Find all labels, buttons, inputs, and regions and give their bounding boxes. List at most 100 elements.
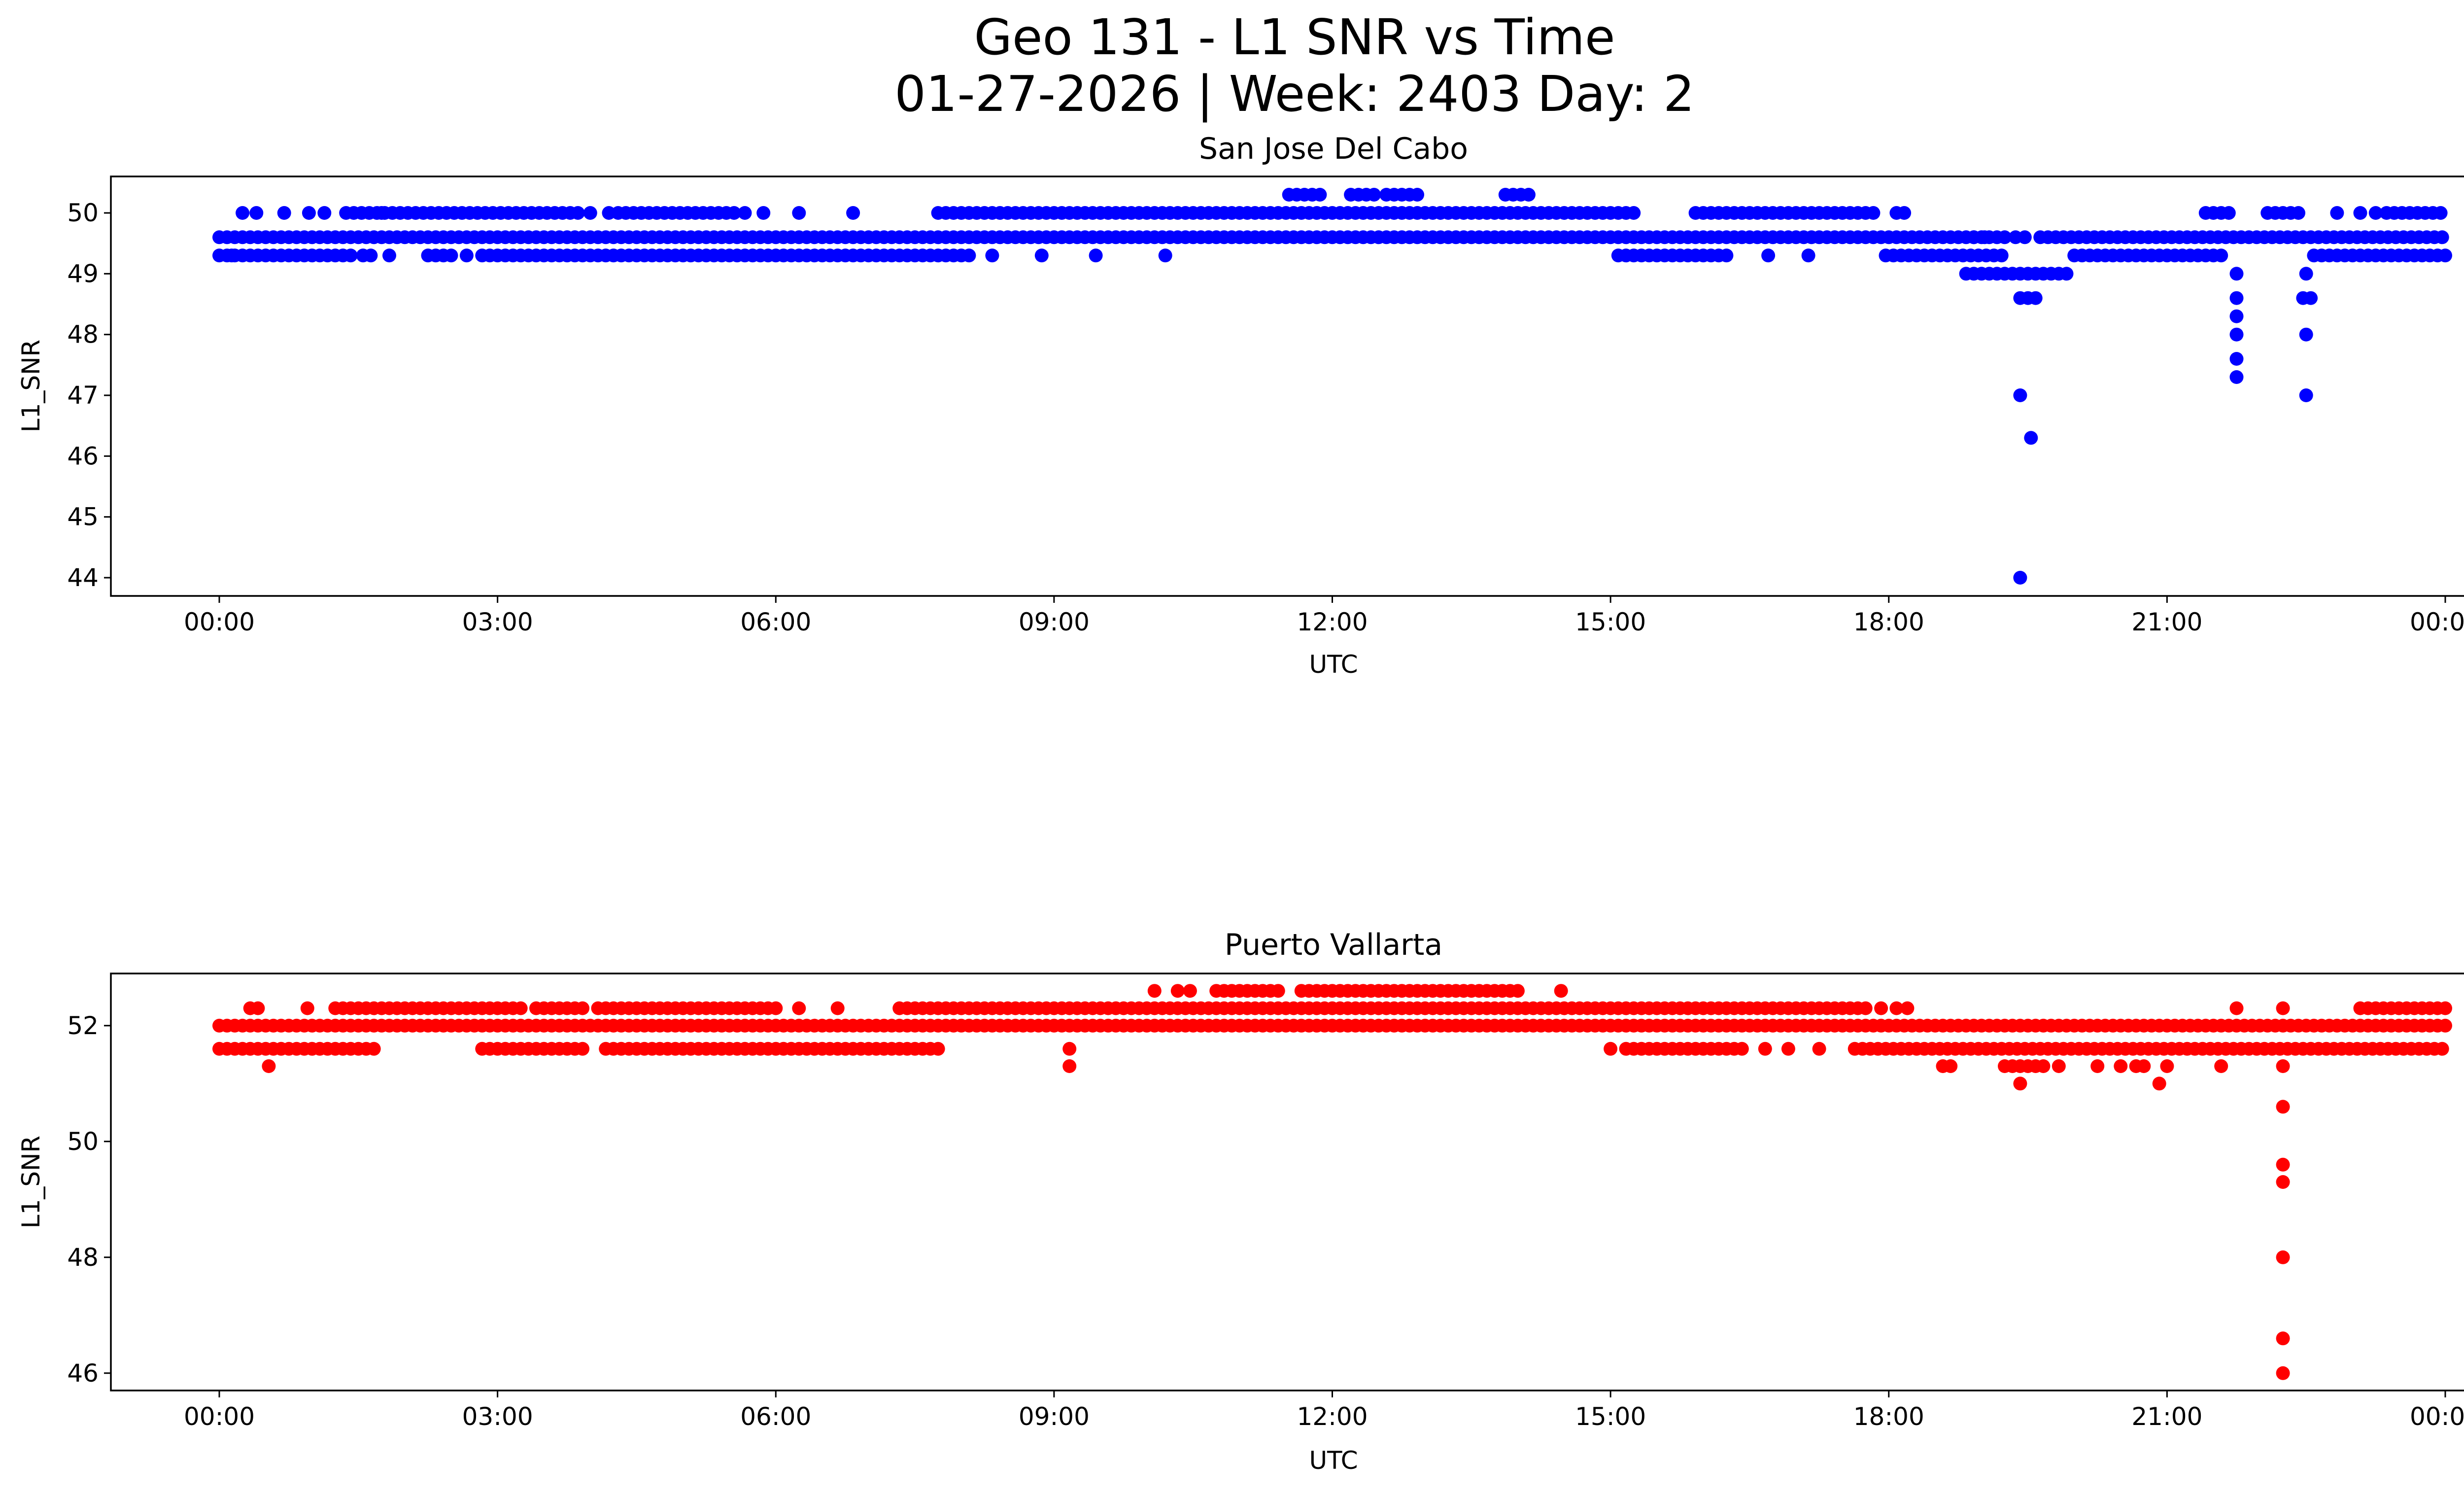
data-point <box>2229 309 2244 323</box>
data-point <box>2152 1077 2166 1091</box>
data-point <box>2229 291 2244 305</box>
data-point <box>2433 206 2448 220</box>
data-point <box>2229 1001 2244 1015</box>
data-point <box>1967 230 1981 244</box>
x-tick-label: 00:00 <box>2410 1402 2464 1431</box>
data-point <box>2435 1042 2449 1056</box>
x-tick-label: 09:00 <box>1019 608 1090 636</box>
data-point <box>2292 206 2305 220</box>
data-point <box>583 206 597 220</box>
data-point <box>2114 1059 2128 1073</box>
data-point <box>421 248 435 263</box>
data-point <box>571 206 585 220</box>
data-point <box>769 1001 783 1015</box>
data-point <box>1170 984 1185 998</box>
panel-title-san-jose-del-cabo: San Jose Del Cabo <box>1199 132 1468 166</box>
y-tick-label: 44 <box>67 563 99 592</box>
x-axis-label-puerto-vallarta: UTC <box>1309 1446 1358 1475</box>
x-tick-label: 18:00 <box>1853 1402 1924 1431</box>
data-point <box>1801 248 1815 263</box>
data-point <box>1604 1042 1618 1056</box>
data-point <box>2276 1001 2290 1015</box>
x-tick-label: 12:00 <box>1297 608 1368 636</box>
data-point <box>2368 206 2383 220</box>
y-tick-label: 50 <box>67 199 99 227</box>
y-tick-label: 49 <box>67 259 99 288</box>
data-point <box>1719 248 1734 263</box>
data-point <box>892 1001 907 1015</box>
data-point <box>262 1059 276 1073</box>
data-point <box>2229 327 2244 342</box>
data-point <box>576 1001 590 1015</box>
data-point <box>1089 248 1103 263</box>
data-point <box>1994 248 2009 263</box>
figure-title-line-1: Geo 131 - L1 SNR vs Time <box>974 8 1615 66</box>
data-point <box>1944 1059 1958 1073</box>
data-point <box>792 206 806 220</box>
y-tick-label: 52 <box>67 1011 99 1040</box>
data-point <box>2160 1059 2174 1073</box>
data-point <box>2435 230 2449 244</box>
data-point <box>1158 248 1172 263</box>
data-point <box>830 1001 845 1015</box>
data-point <box>2299 327 2313 342</box>
data-point <box>2214 1059 2228 1073</box>
data-point <box>985 248 999 263</box>
scatter-markers-san-jose-del-cabo <box>212 188 2452 585</box>
figure-title-line-2: 01-27-2026 | Week: 2403 Day: 2 <box>894 65 1694 123</box>
data-point <box>1367 188 1381 202</box>
data-point <box>375 206 389 220</box>
data-point <box>2304 291 2318 305</box>
data-point <box>2276 1331 2290 1346</box>
data-point <box>2229 370 2244 384</box>
data-point <box>2353 206 2367 220</box>
data-point <box>2229 267 2244 281</box>
data-point <box>2276 1366 2290 1380</box>
y-tick-label: 47 <box>67 381 99 410</box>
data-point <box>1858 1001 1873 1015</box>
data-point <box>602 206 616 220</box>
data-point <box>1410 188 1424 202</box>
data-point <box>475 1042 489 1056</box>
data-point <box>236 206 250 220</box>
x-axis-label-san-jose-del-cabo: UTC <box>1309 650 1358 679</box>
x-tick-label: 18:00 <box>1853 608 1924 636</box>
x-tick-label: 21:00 <box>2131 608 2202 636</box>
data-point <box>1147 984 1162 998</box>
data-point <box>2299 267 2313 281</box>
data-point <box>513 1001 528 1015</box>
data-point <box>475 248 489 263</box>
data-point <box>1761 248 1776 263</box>
data-point <box>2276 1250 2290 1264</box>
data-point <box>1874 1001 1888 1015</box>
data-point <box>2090 1059 2105 1073</box>
data-point <box>2024 431 2038 445</box>
x-tick-label: 06:00 <box>740 1402 811 1431</box>
data-point <box>2059 267 2074 281</box>
data-point <box>931 1042 945 1056</box>
y-tick-label: 50 <box>67 1127 99 1156</box>
axes-frame-san-jose-del-cabo <box>110 175 2464 597</box>
data-point <box>2276 1175 2290 1189</box>
x-tick-label: 03:00 <box>462 608 533 636</box>
x-tick-label: 03:00 <box>462 1402 533 1431</box>
data-point <box>1521 188 1536 202</box>
y-tick-label: 48 <box>67 320 99 349</box>
data-point <box>1627 206 1641 220</box>
data-point <box>1034 248 1049 263</box>
x-tick-label: 06:00 <box>740 608 811 636</box>
data-point <box>1183 984 1197 998</box>
data-point <box>2438 1018 2452 1033</box>
data-point <box>300 1001 314 1015</box>
plot-panel-puerto-vallarta: Puerto Vallarta 00:00 03:00 06:00 09:00 12:0… <box>17 928 2464 1475</box>
x-tick-label: 21:00 <box>2131 1402 2202 1431</box>
data-point <box>2214 248 2228 263</box>
data-point <box>1866 206 1881 220</box>
data-point <box>343 248 358 263</box>
data-point <box>2013 388 2027 402</box>
y-tick-label: 46 <box>67 442 99 470</box>
x-tick-label: 00:00 <box>184 1402 255 1431</box>
data-point <box>1781 1042 1795 1056</box>
